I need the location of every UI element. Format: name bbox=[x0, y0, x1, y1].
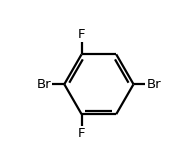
Text: F: F bbox=[78, 127, 85, 140]
Text: F: F bbox=[78, 28, 85, 41]
Text: Br: Br bbox=[146, 78, 161, 91]
Text: Br: Br bbox=[37, 78, 51, 91]
